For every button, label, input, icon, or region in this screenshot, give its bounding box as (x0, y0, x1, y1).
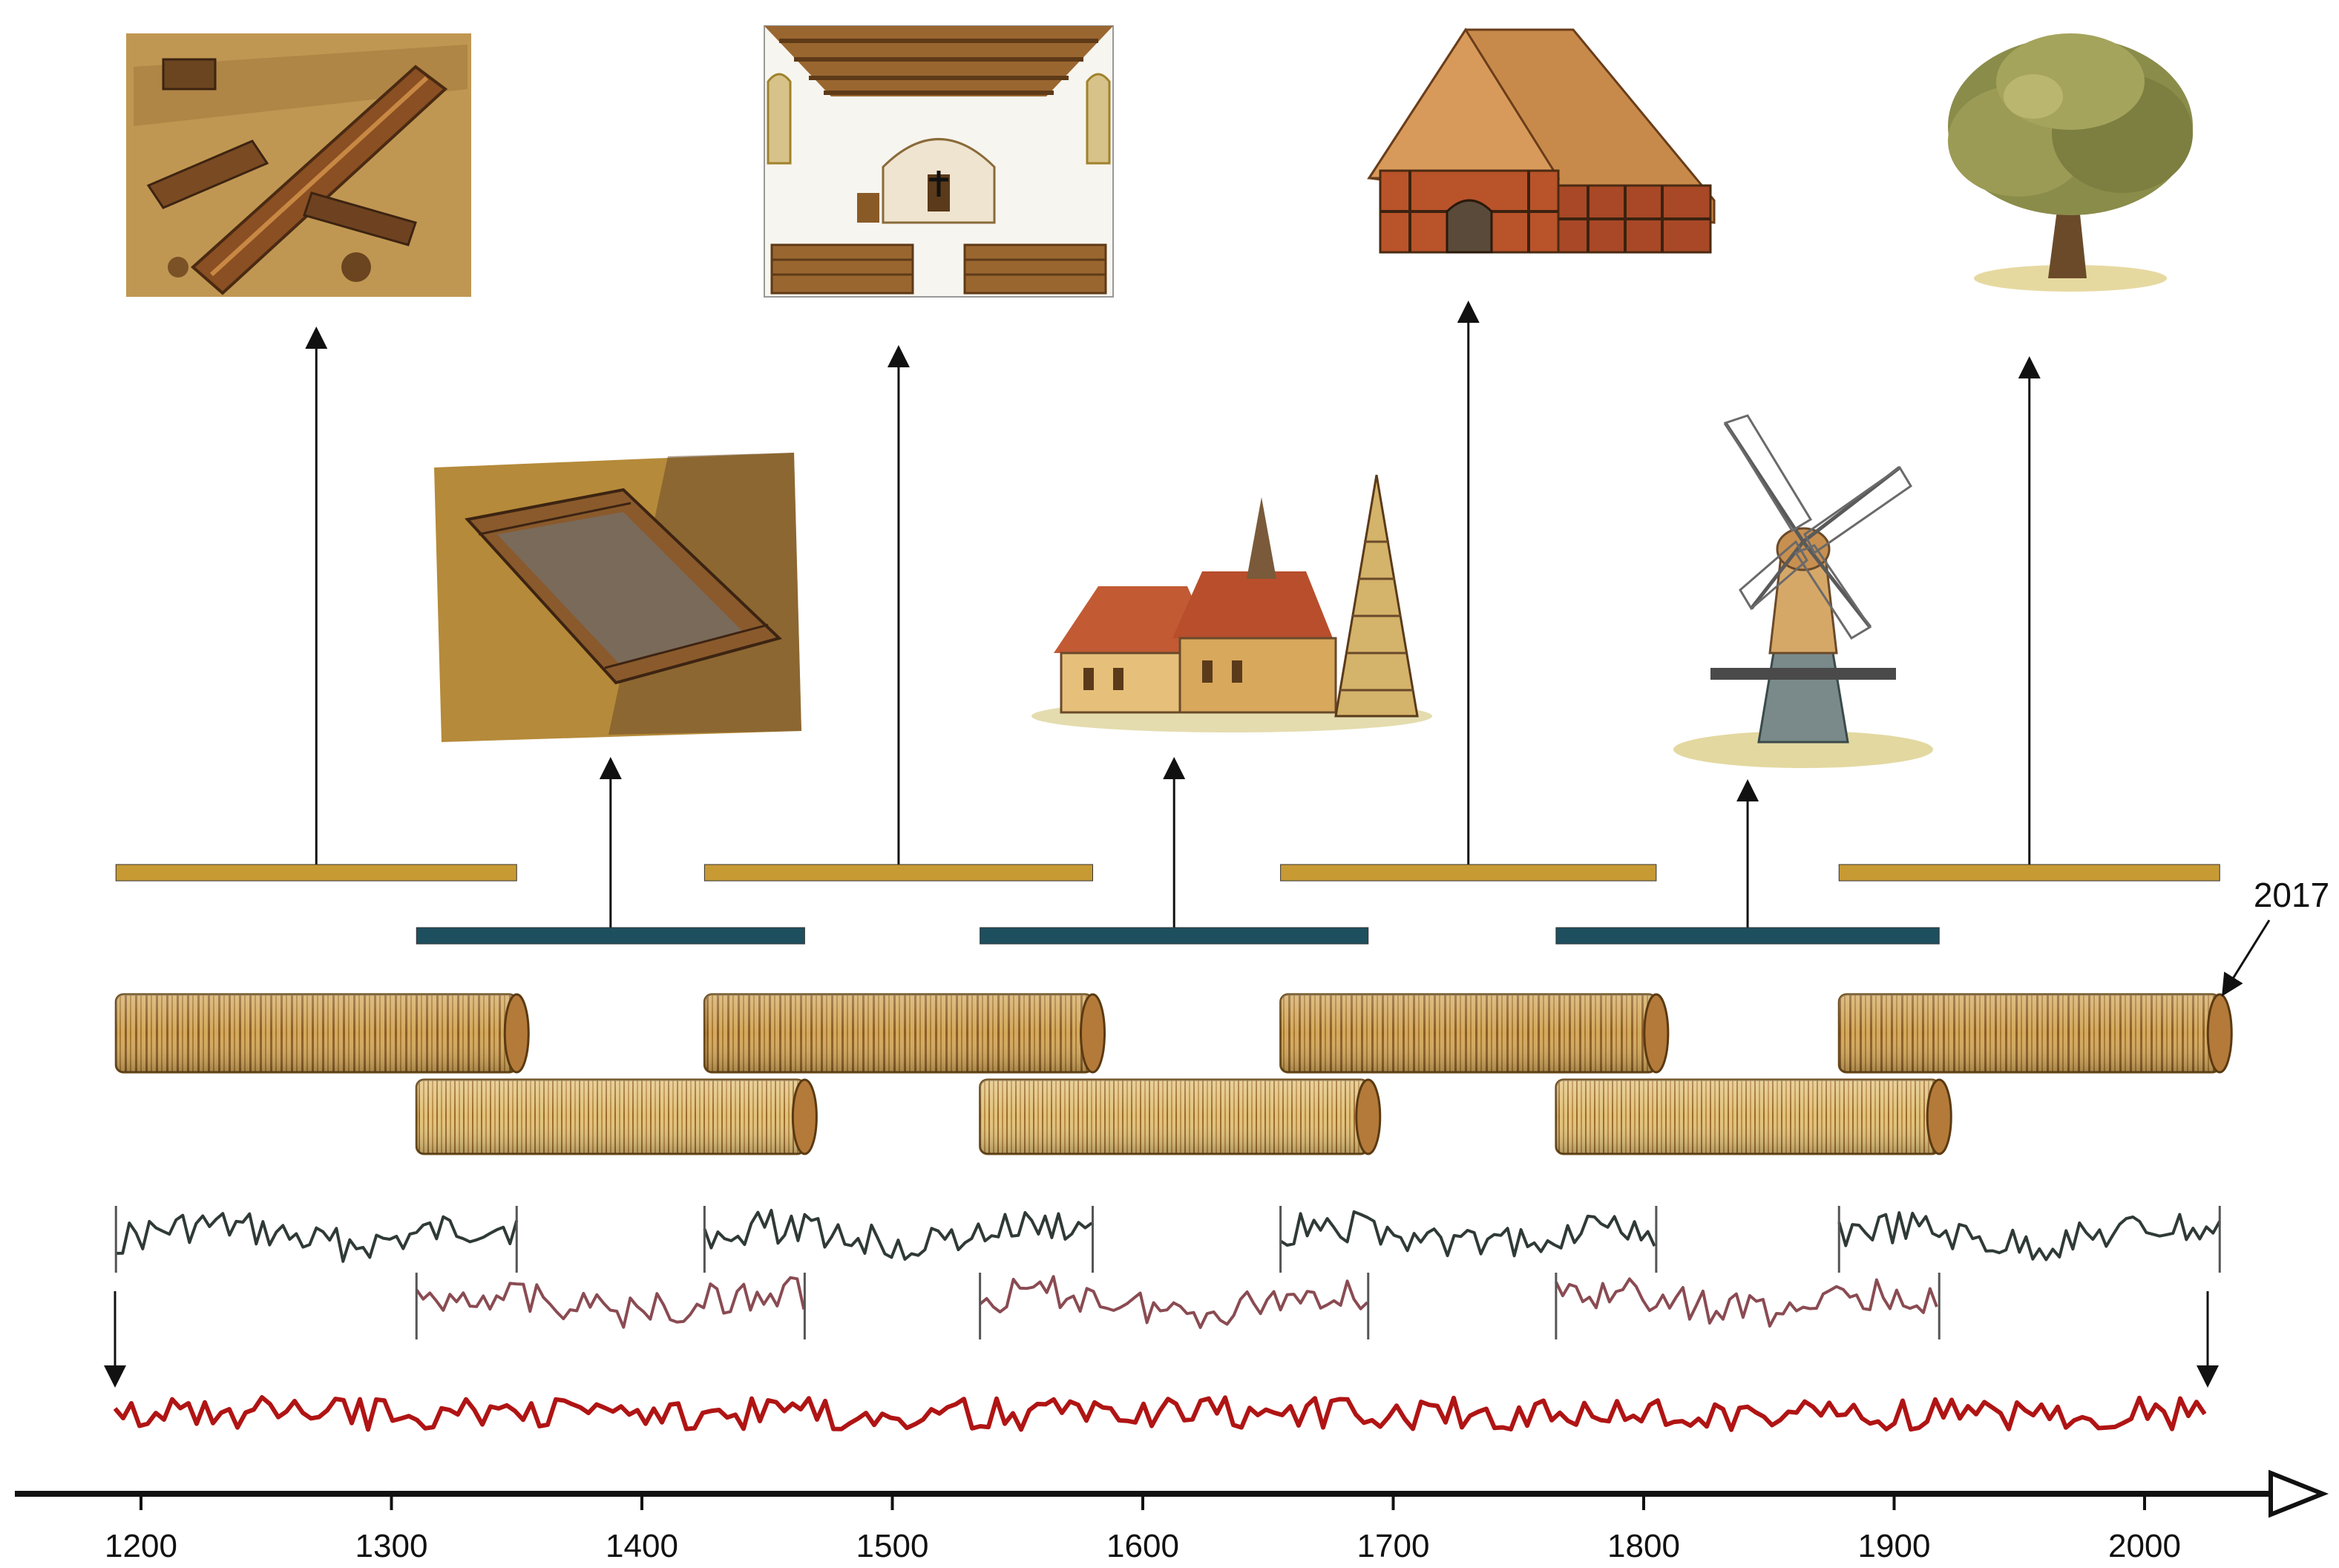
source-bar-church-interior (703, 864, 1093, 882)
time-axis (15, 1469, 2329, 1518)
oak-tree-illustration (1948, 33, 2193, 292)
ring-width-series-line (1837, 1211, 2222, 1262)
source-bar-living-oak-tree (1838, 864, 2220, 882)
source-period-bars (115, 864, 2220, 945)
church-interior-illustration (764, 25, 1114, 298)
axis-tick-label: 1900 (1858, 1528, 1931, 1564)
log-half-timbered-barn (1279, 993, 1670, 1074)
log-windmill (1555, 1078, 1952, 1155)
axis-tick-label: 1700 (1357, 1528, 1430, 1564)
ring-width-series-line (1555, 1277, 1938, 1328)
ring-width-series-line (703, 1209, 1093, 1261)
end-year-arrow (2222, 919, 2271, 997)
source-bar-church-and-bell-tower (980, 927, 1369, 945)
axis-tick-label: 1800 (1607, 1528, 1680, 1564)
source-bar-windmill (1555, 927, 1940, 945)
source-bar-half-timbered-barn (1280, 864, 1657, 882)
log-church-and-bell-tower (979, 1078, 1382, 1155)
log-church-interior (703, 993, 1106, 1074)
ring-width-series-line (116, 1212, 519, 1263)
archaeological-timber-illustration (126, 33, 471, 297)
axis-arrowhead (2269, 1469, 2329, 1518)
axis-tick-label: 1200 (105, 1528, 177, 1564)
source-bar-log-well (416, 927, 805, 945)
axis-ticks: 1200 1300 1400 1500 1600 1700 1800 1900 2000 (105, 1494, 2181, 1564)
axis-tick-label: 1300 (355, 1528, 428, 1564)
axis-tick-label: 1400 (606, 1528, 678, 1564)
half-timbered-barn-illustration (1367, 27, 1716, 254)
log-log-well (415, 1078, 818, 1155)
axis-tick-label: 1500 (856, 1528, 929, 1564)
windmill-illustration (1673, 414, 1933, 768)
end-year-label: 2017 (2254, 876, 2329, 914)
master-chronology-curve (113, 1395, 2207, 1432)
axis-tick-label: 2000 (2108, 1528, 2181, 1564)
ring-width-series-line (979, 1275, 1368, 1329)
log-living-oak-tree (1837, 993, 2233, 1074)
timber-logs (114, 993, 2233, 1155)
church-bell-tower-illustration (1031, 474, 1432, 732)
source-bar-archaeological-timber (115, 864, 517, 882)
ring-width-series (114, 1206, 2222, 1339)
source-arrows (305, 301, 2041, 928)
ring-width-series-line (1279, 1210, 1656, 1258)
axis-tick-label: 1600 (1106, 1528, 1179, 1564)
log-well-illustration (434, 453, 801, 742)
ring-width-series-line (415, 1276, 806, 1329)
log-archaeological-timber (114, 993, 530, 1074)
